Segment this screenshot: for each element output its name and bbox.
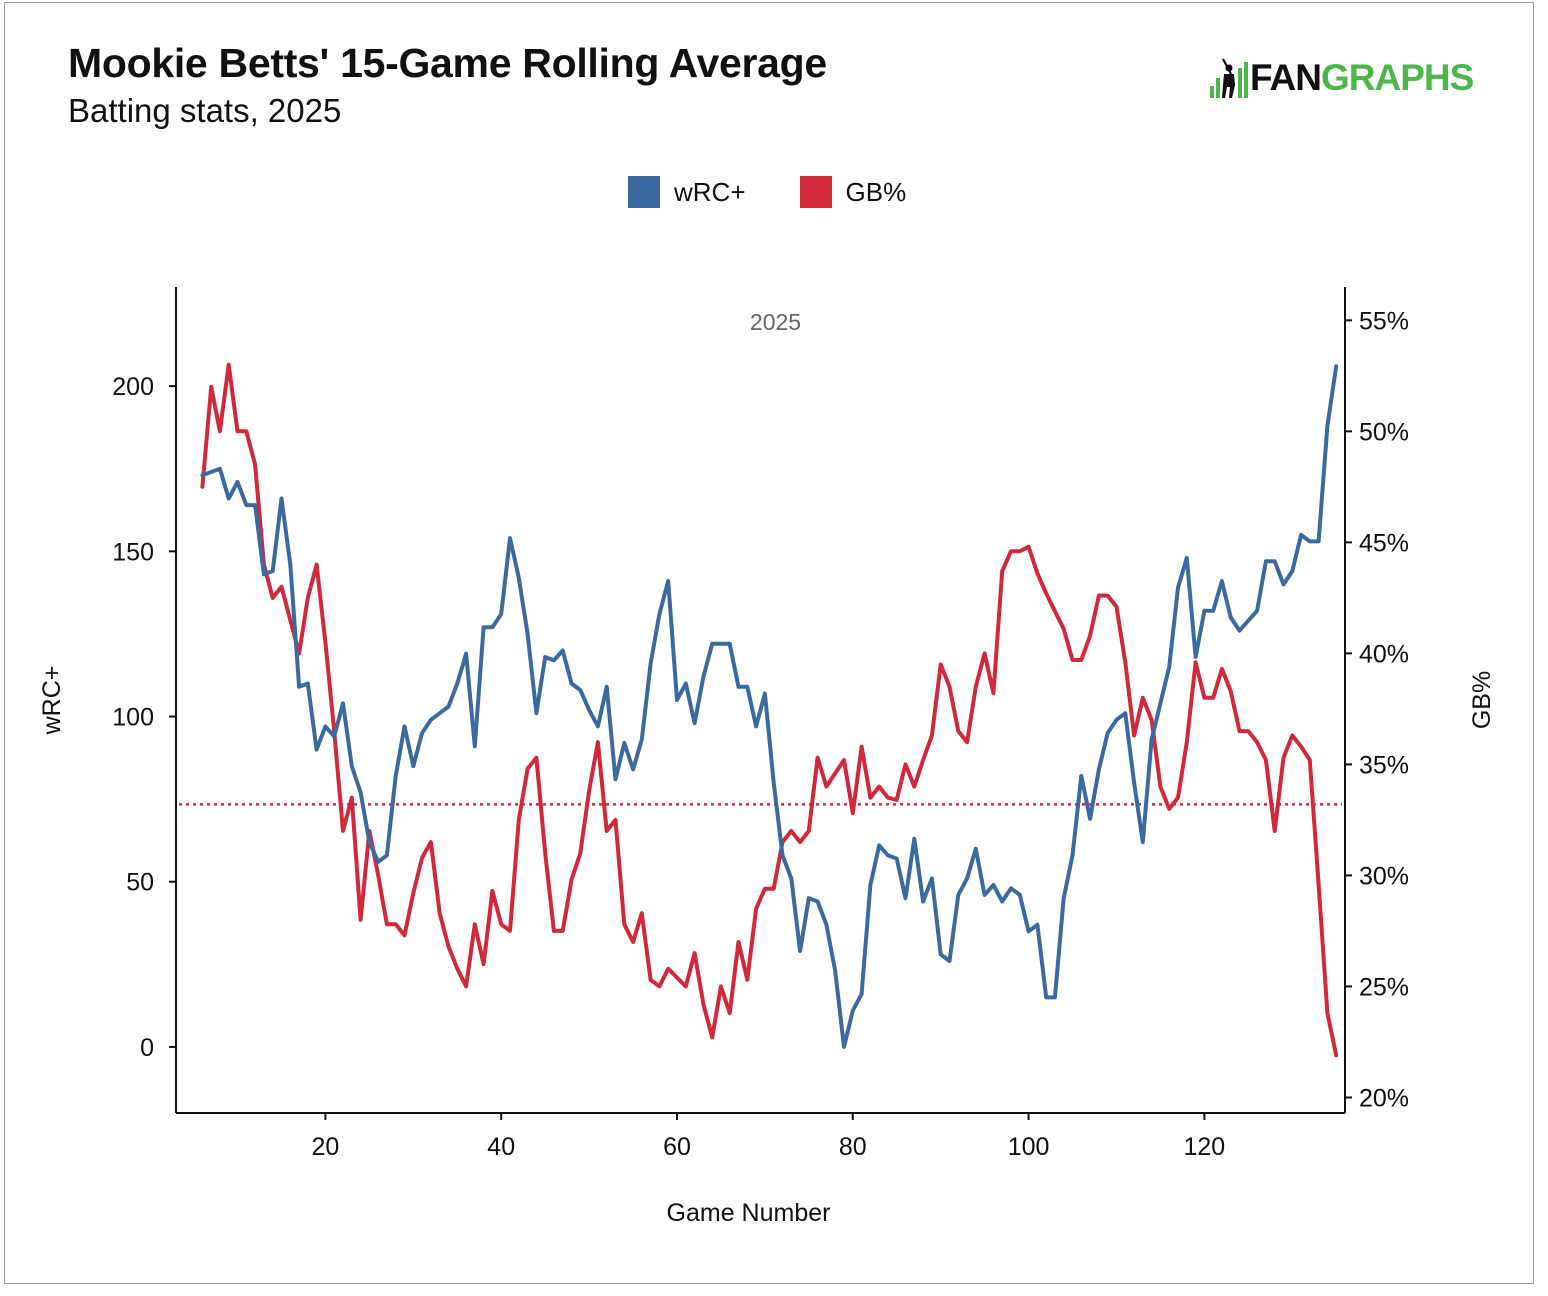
y-left-tick-label: 200 — [112, 373, 154, 401]
y-left-tick-label: 100 — [112, 704, 154, 732]
legend-item-gb: GB% — [799, 176, 907, 208]
legend-item-wrc: wRC+ — [628, 176, 746, 208]
fangraphs-logo: FAN GRAPHS — [1208, 56, 1474, 100]
logo-text-fan: FAN — [1250, 57, 1322, 98]
y-left-tick-label: 0 — [140, 1034, 154, 1062]
chart-legend: wRC+ GB% — [628, 176, 960, 208]
x-tick-label: 120 — [1184, 1133, 1226, 1161]
y-left-tick-label: 50 — [126, 869, 154, 897]
x-tick-label: 60 — [663, 1133, 691, 1161]
chart-subtitle: Batting stats, 2025 — [68, 92, 342, 129]
y-right-tick-label: 45% — [1359, 529, 1409, 557]
chart-title: Mookie Betts' 15-Game Rolling Average — [68, 40, 827, 86]
y-right-tick-label: 35% — [1359, 751, 1409, 779]
legend-swatch-wrc — [628, 176, 660, 208]
y-axis-left-title: wRC+ — [38, 666, 66, 736]
x-tick-label: 100 — [1008, 1133, 1050, 1161]
y-axis-right-title: GB% — [1468, 671, 1496, 729]
series-line-gb — [200, 362, 1339, 1058]
x-axis-title: Game Number — [667, 1199, 831, 1227]
logo-text-graphs: GRAPHS — [1321, 57, 1474, 98]
y-right-tick-label: 40% — [1359, 640, 1409, 668]
legend-label-wrc: wRC+ — [674, 176, 746, 207]
y-right-tick-label: 25% — [1359, 973, 1409, 1001]
fangraphs-batter-icon — [1210, 58, 1248, 98]
x-tick-label: 80 — [839, 1133, 867, 1161]
y-right-tick-label: 20% — [1359, 1084, 1409, 1112]
y-right-tick-label: 55% — [1359, 307, 1409, 335]
legend-swatch-gb — [799, 176, 832, 208]
legend-label-gb: GB% — [845, 176, 907, 207]
chart-frame — [4, 2, 1534, 1284]
y-right-tick-label: 30% — [1359, 862, 1409, 890]
series-line-wrc — [200, 364, 1339, 1049]
x-tick-label: 20 — [312, 1133, 340, 1161]
y-left-tick-label: 150 — [112, 538, 154, 566]
panel-label: 2025 — [750, 309, 801, 335]
y-right-tick-label: 50% — [1359, 418, 1409, 446]
x-tick-label: 40 — [487, 1133, 515, 1161]
